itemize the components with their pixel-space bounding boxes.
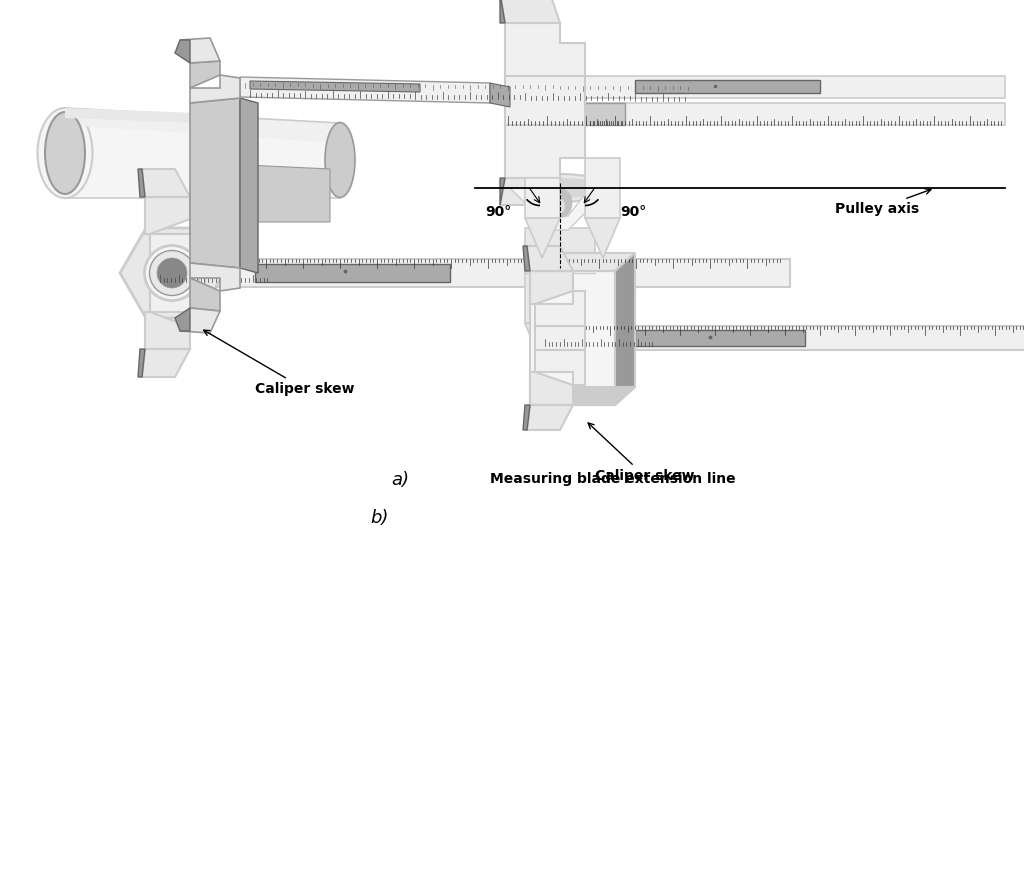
Ellipse shape	[157, 258, 187, 288]
Ellipse shape	[555, 198, 565, 213]
Polygon shape	[530, 387, 635, 405]
Polygon shape	[505, 23, 585, 76]
Polygon shape	[525, 178, 560, 218]
Polygon shape	[250, 81, 420, 92]
Polygon shape	[150, 287, 205, 327]
Polygon shape	[225, 164, 330, 222]
Ellipse shape	[548, 188, 572, 218]
Polygon shape	[138, 349, 145, 377]
Text: 90°: 90°	[620, 205, 646, 219]
Polygon shape	[146, 228, 198, 273]
Polygon shape	[525, 218, 560, 258]
Bar	[525, 228, 595, 323]
Polygon shape	[120, 228, 224, 318]
Bar	[150, 259, 790, 287]
Polygon shape	[175, 40, 190, 63]
Text: Caliper skew: Caliper skew	[204, 330, 354, 396]
Bar	[255, 264, 450, 282]
Polygon shape	[585, 158, 620, 218]
Polygon shape	[615, 253, 635, 405]
Polygon shape	[65, 108, 340, 198]
Ellipse shape	[150, 251, 195, 296]
Polygon shape	[172, 228, 224, 273]
Polygon shape	[240, 98, 258, 273]
Ellipse shape	[214, 169, 236, 217]
Polygon shape	[510, 188, 610, 230]
Polygon shape	[535, 291, 585, 326]
Bar	[505, 103, 1005, 125]
Polygon shape	[527, 405, 573, 430]
Bar	[535, 326, 1024, 350]
Polygon shape	[240, 77, 490, 103]
Text: 90°: 90°	[485, 205, 511, 219]
Polygon shape	[65, 108, 200, 123]
Ellipse shape	[510, 174, 610, 202]
Polygon shape	[190, 75, 240, 103]
Polygon shape	[527, 246, 573, 271]
Polygon shape	[138, 169, 145, 197]
Text: Pulley axis: Pulley axis	[835, 188, 931, 216]
Polygon shape	[500, 0, 560, 23]
Ellipse shape	[144, 246, 200, 301]
Polygon shape	[120, 228, 172, 273]
Polygon shape	[585, 218, 620, 258]
Polygon shape	[142, 169, 190, 197]
Polygon shape	[190, 61, 220, 88]
Polygon shape	[523, 246, 530, 271]
Polygon shape	[146, 273, 198, 318]
Ellipse shape	[45, 112, 85, 194]
Ellipse shape	[38, 108, 92, 198]
Text: b): b)	[371, 509, 389, 527]
Polygon shape	[180, 38, 220, 63]
Polygon shape	[190, 278, 220, 311]
Polygon shape	[505, 125, 585, 178]
Polygon shape	[145, 312, 190, 349]
Text: Caliper skew: Caliper skew	[588, 423, 694, 483]
Polygon shape	[190, 263, 240, 291]
Ellipse shape	[515, 178, 605, 198]
Polygon shape	[190, 98, 240, 268]
Polygon shape	[145, 197, 190, 234]
Polygon shape	[172, 273, 224, 318]
Polygon shape	[530, 271, 615, 405]
Polygon shape	[500, 178, 505, 205]
Polygon shape	[150, 259, 205, 287]
Polygon shape	[525, 323, 595, 373]
Polygon shape	[530, 253, 635, 271]
Ellipse shape	[325, 122, 355, 197]
Ellipse shape	[210, 164, 240, 222]
Polygon shape	[530, 372, 573, 405]
Polygon shape	[500, 178, 560, 205]
Bar	[635, 80, 820, 93]
Polygon shape	[65, 108, 340, 143]
Polygon shape	[530, 271, 573, 304]
Polygon shape	[490, 83, 510, 107]
Text: a): a)	[391, 471, 409, 489]
Polygon shape	[500, 0, 505, 23]
Polygon shape	[175, 308, 190, 331]
Polygon shape	[150, 219, 205, 259]
Polygon shape	[180, 308, 220, 333]
Polygon shape	[505, 76, 585, 125]
Polygon shape	[535, 326, 585, 350]
Bar	[635, 330, 805, 346]
Polygon shape	[535, 350, 585, 385]
Polygon shape	[142, 349, 190, 377]
Bar	[505, 76, 1005, 98]
Bar	[505, 103, 625, 125]
Polygon shape	[523, 405, 530, 430]
Polygon shape	[120, 273, 172, 318]
Text: Measuring blade extension line: Measuring blade extension line	[490, 472, 735, 486]
